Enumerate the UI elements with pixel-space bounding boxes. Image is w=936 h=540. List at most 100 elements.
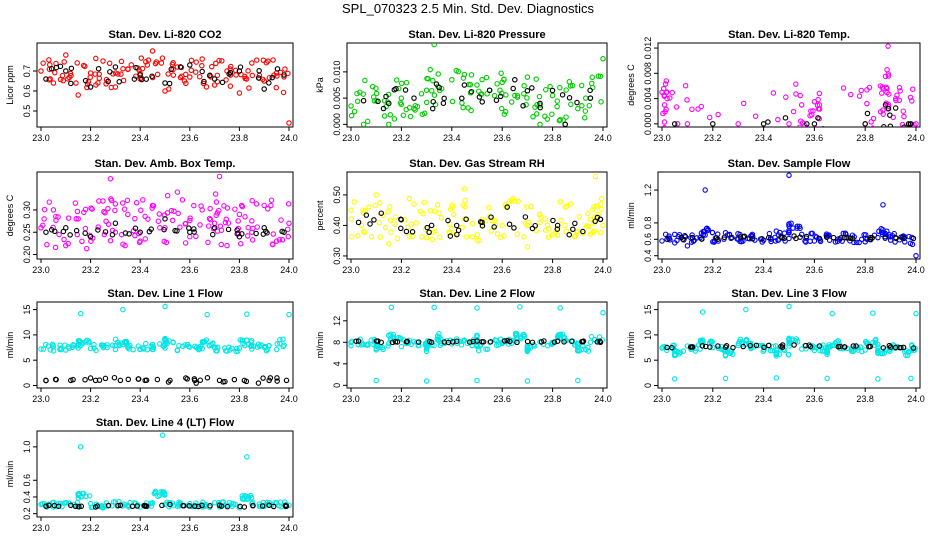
data-point	[224, 242, 230, 249]
data-point	[515, 198, 521, 205]
data-point	[266, 80, 272, 86]
data-point	[786, 172, 792, 179]
data-point	[267, 375, 274, 381]
data-point	[782, 238, 788, 244]
data-point	[469, 220, 476, 227]
data-point	[901, 113, 907, 120]
data-point	[499, 222, 505, 229]
data-point	[436, 210, 442, 216]
data-point	[205, 223, 212, 229]
data-point	[177, 74, 184, 81]
data-point	[392, 339, 399, 345]
x-tick-label: 23.2	[82, 133, 100, 143]
data-point	[537, 104, 543, 111]
data-point	[872, 336, 879, 343]
data-point	[552, 230, 558, 237]
data-point	[187, 62, 193, 68]
data-point	[145, 216, 151, 222]
data-point	[348, 207, 354, 213]
data-point	[253, 57, 260, 63]
data-point	[786, 121, 792, 127]
data-point	[875, 376, 881, 382]
data-point	[251, 343, 257, 349]
data-point	[677, 349, 683, 356]
data-point	[434, 202, 441, 208]
data-point	[41, 206, 48, 213]
panel-title: Stan. Dev. Amb. Box Temp.	[95, 158, 236, 170]
data-point	[72, 200, 79, 206]
x-tick-label: 23.4	[131, 265, 149, 275]
data-point	[554, 103, 560, 110]
data-point	[503, 92, 509, 98]
data-point	[214, 72, 221, 79]
data-point	[60, 77, 66, 84]
data-point	[713, 235, 720, 241]
data-point	[169, 217, 176, 224]
data-point	[775, 116, 781, 123]
data-point	[187, 215, 193, 221]
data-point	[102, 210, 108, 216]
data-point	[243, 378, 250, 385]
data-point	[273, 84, 280, 91]
y-tick-label: 0.25	[22, 223, 32, 241]
data-point	[211, 220, 218, 227]
data-point	[38, 346, 44, 352]
data-point	[428, 222, 435, 229]
x-tick-label: 23.0	[342, 394, 360, 404]
data-point	[416, 342, 422, 349]
data-point	[105, 205, 111, 212]
data-point	[360, 98, 367, 104]
data-point	[89, 206, 95, 212]
data-point	[79, 238, 85, 245]
data-point	[501, 111, 508, 117]
data-point	[273, 346, 280, 353]
data-point	[661, 102, 668, 108]
data-point	[892, 344, 899, 351]
data-point	[95, 224, 101, 230]
y-tick-label: 12	[332, 316, 342, 326]
data-point	[894, 92, 900, 98]
data-point	[721, 234, 728, 241]
data-point	[525, 346, 532, 352]
data-point	[687, 344, 694, 350]
data-point	[380, 346, 386, 353]
data-point	[280, 89, 287, 96]
plot-frame	[657, 171, 921, 260]
data-point	[910, 345, 917, 351]
data-point	[137, 229, 143, 235]
data-point	[816, 106, 823, 112]
data-point	[587, 339, 594, 346]
x-tick-label: 23.2	[704, 394, 722, 404]
data-point	[136, 230, 142, 237]
y-tick-label: 0.30	[332, 247, 342, 265]
data-point	[107, 69, 113, 75]
data-point	[75, 92, 81, 98]
data-point	[521, 82, 527, 89]
data-point	[587, 95, 594, 101]
data-point	[100, 58, 106, 64]
data-point	[388, 304, 395, 311]
data-point	[105, 78, 111, 85]
data-point	[765, 342, 772, 349]
data-point	[135, 376, 142, 382]
data-point	[262, 344, 268, 351]
data-point	[723, 343, 730, 349]
data-point	[282, 66, 288, 72]
data-point	[133, 64, 139, 71]
data-point	[383, 93, 389, 100]
data-point	[487, 339, 494, 345]
y-axis-label: ml/min	[5, 461, 15, 488]
data-point	[355, 219, 362, 226]
data-point	[285, 233, 292, 240]
data-point	[244, 311, 250, 317]
data-point	[826, 237, 833, 243]
data-point	[743, 336, 750, 343]
data-point	[900, 108, 907, 114]
data-point	[174, 347, 181, 354]
y-tick-label: 0.5	[22, 105, 32, 118]
data-point	[187, 233, 193, 240]
y-tick-label: 0.008	[643, 62, 653, 85]
data-point	[838, 235, 844, 241]
data-point	[662, 231, 669, 238]
